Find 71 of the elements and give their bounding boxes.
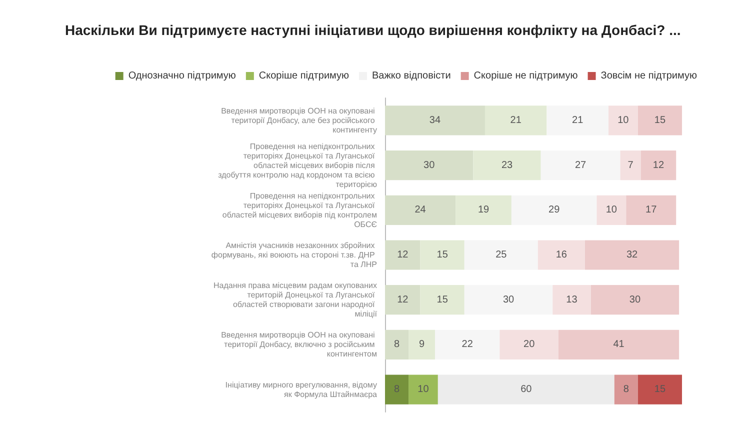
data-label: 15 — [436, 294, 448, 306]
bar — [640, 150, 676, 180]
y-tick-label: Проведення на непідконтрольних територіях Донецької та Луганської областей місцевих виборів під контролем ОБСЄ — [222, 191, 378, 229]
chart-title: Наскільки Ви підтримуєте наступні ініціативи щодо вирішення конфлікту на Донбасі? ... — [65, 22, 681, 38]
data-label: 30 — [502, 294, 515, 306]
data-label: 12 — [652, 160, 664, 171]
data-label: 30 — [629, 294, 641, 306]
data-label: 16 — [556, 250, 568, 260]
bar — [385, 374, 409, 404]
bar — [590, 285, 680, 315]
data-label: 7 — [628, 160, 634, 171]
bar — [546, 106, 608, 136]
y-tick-label: Надання права місцевим радам окупованих територій Донецької та Луганської областей створювати загони народної міліції — [213, 281, 378, 319]
data-label: 41 — [613, 339, 625, 350]
data-label: 30 — [424, 160, 436, 171]
y-tick-label: Проведення на непідконтрольних територіях Донецької та Луганської областей місцевих виборів після здобуття контролю над кордоном та всією територією — [218, 142, 377, 189]
data-label: 21 — [510, 114, 522, 126]
legend-label: Скоріше не підтримую — [474, 70, 578, 82]
data-label: 17 — [646, 204, 658, 216]
data-label: 15 — [654, 384, 666, 396]
data-label: 23 — [501, 160, 514, 171]
bar — [464, 285, 553, 315]
data-label: 25 — [496, 250, 508, 260]
bar — [584, 240, 680, 270]
y-tick-label: Введення миротворців ООН на окуповані території Донбасу, включно з російським контингентом — [221, 330, 377, 359]
data-label: 10 — [606, 204, 618, 216]
data-label: 24 — [414, 204, 426, 216]
y-tick-label: Амністія учасників незаконних збройних формувань, які воюють на стороні т.зв. ДНР та ЛНР — [211, 241, 377, 269]
data-label: 29 — [548, 204, 560, 216]
data-label: 22 — [462, 339, 474, 350]
data-label: 13 — [566, 294, 578, 306]
bar — [638, 106, 682, 136]
data-label: 19 — [478, 204, 490, 216]
data-label: 8 — [394, 339, 400, 350]
bar — [408, 374, 438, 404]
y-tick-label: Введення миротворців ООН на окуповані території Донбасу, але без російського контингенту — [221, 106, 377, 134]
data-label: 21 — [572, 114, 584, 126]
bar — [434, 330, 500, 360]
data-label: 60 — [520, 384, 532, 396]
data-label: 15 — [436, 250, 448, 260]
bar — [614, 374, 638, 404]
data-label: 27 — [574, 160, 587, 171]
bar — [638, 374, 682, 404]
data-label: 12 — [397, 294, 409, 306]
bar — [538, 240, 585, 270]
bar — [552, 285, 591, 315]
data-label: 10 — [418, 384, 430, 396]
bar — [620, 150, 641, 180]
bar — [438, 374, 614, 404]
data-label: 20 — [524, 339, 536, 350]
data-label: 34 — [429, 114, 441, 126]
legend-label: Важко відповісти — [372, 70, 451, 82]
bar — [464, 240, 538, 270]
bar — [608, 106, 638, 136]
data-label: 8 — [394, 384, 400, 396]
bar — [511, 195, 597, 225]
legend-label: Зовсім не підтримую — [600, 70, 698, 82]
bar — [626, 195, 676, 225]
data-label: 12 — [397, 250, 409, 260]
y-tick-label: Ініціативу мирного врегулювання, відому як Формула Штайнмаєра — [225, 380, 378, 399]
data-label: 9 — [418, 339, 425, 350]
legend-label: Однозначно підтримую — [128, 70, 236, 82]
bar — [540, 150, 620, 180]
bar — [500, 330, 558, 360]
data-label: 32 — [626, 250, 638, 260]
bar — [558, 330, 680, 360]
data-label: 10 — [618, 114, 630, 126]
bar — [596, 195, 626, 225]
legend-label: Скоріше підтримую — [258, 70, 350, 82]
data-label: 15 — [654, 114, 666, 126]
data-label: 8 — [623, 384, 630, 396]
